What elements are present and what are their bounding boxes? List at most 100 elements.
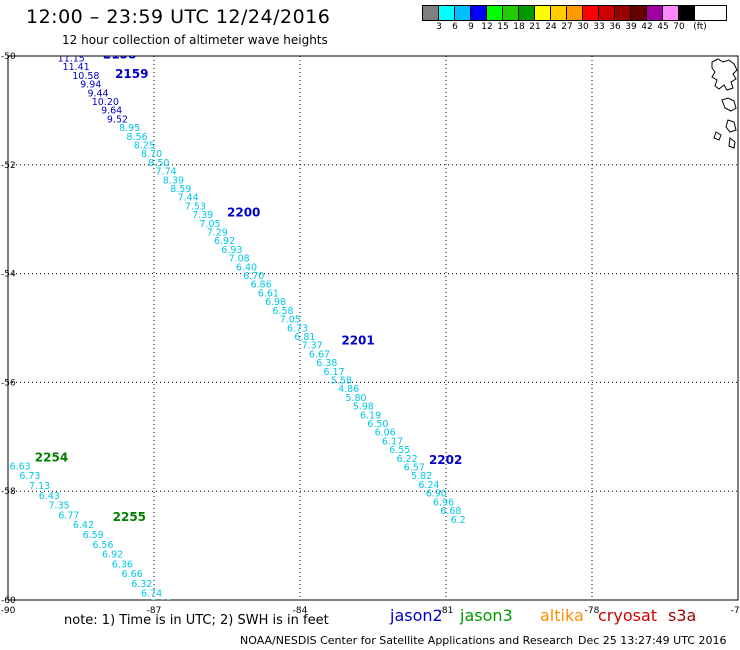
wave-height-value: 8.39 [163, 175, 184, 186]
wave-height-value: 6.68 [440, 506, 461, 517]
note-text: note: 1) Time is in UTC; 2) SWH is in fe… [64, 613, 329, 628]
wave-height-value: 8.50 [148, 158, 169, 169]
wave-height-value: 7.29 [207, 228, 228, 239]
colorbar-swatch [583, 6, 599, 20]
legend-item-jason2: jason2 [390, 606, 443, 625]
wave-height-value: 6.56 [92, 540, 113, 551]
footer-credit: NOAA/NESDIS Center for Satellite Applica… [240, 634, 574, 647]
wave-height-value: 6.43 [39, 491, 60, 502]
legend-item-altika: altika [540, 606, 584, 625]
colorbar-swatch [423, 6, 439, 20]
colorbar-swatch [439, 6, 455, 20]
colorbar-label: 45 [657, 22, 669, 32]
wave-height-value: 11.41 [63, 62, 90, 73]
colorbar-label: 15 [497, 22, 509, 32]
colorbar-label: 70 [673, 22, 685, 32]
wave-height-value: 6.50 [367, 419, 388, 430]
map-frame [7, 55, 739, 601]
wave-height-value: 6.36 [112, 559, 133, 570]
wave-height-value: 7.35 [49, 501, 70, 512]
wave-height-value: 7.44 [177, 193, 198, 204]
wave-height-value: 7.37 [302, 341, 323, 352]
wave-height-value: 6.74 [141, 589, 162, 600]
wave-height-value: 6.98 [265, 297, 286, 308]
pass-time-label: 2201 [341, 333, 374, 347]
wave-height-value: 6.57 [404, 463, 425, 474]
wave-height-value: 6.22 [396, 454, 417, 465]
colorbar-label: 12 [481, 22, 493, 32]
wave-height-value: 7.05 [280, 315, 301, 326]
colorbar-label: 3 [436, 22, 442, 32]
wave-height-value: 7.53 [185, 201, 206, 212]
wave-height-value: 6.63 [10, 461, 31, 472]
colorbar-label: 24 [545, 22, 557, 32]
colorbar-swatch [679, 6, 695, 20]
wave-height-value: 9.64 [101, 106, 122, 117]
wave-height-value: 6.70 [243, 271, 264, 282]
wave-height-value: 5.58 [331, 375, 352, 386]
colorbar-label: 9 [468, 22, 474, 32]
colorbar-swatch [615, 6, 631, 20]
wave-height-value: 6.81 [294, 332, 315, 343]
colorbar-swatches [422, 5, 727, 21]
wave-height-value: 9.94 [80, 80, 101, 91]
colorbar-swatch [455, 6, 471, 20]
colorbar: 3 6 9 12 15 18 21 24 27 30 33 36 39 42 45 70 (ft) [422, 5, 727, 33]
wave-height-value: 7.08 [229, 254, 250, 265]
wave-height-value: 7.13 [29, 481, 50, 492]
lon-tick-label: -87 [147, 606, 162, 616]
legend-item-jason3: jason3 [460, 606, 513, 625]
wave-height-value: 5.82 [411, 471, 432, 482]
colorbar-label: 21 [529, 22, 541, 32]
colorbar-swatch [535, 6, 551, 20]
wave-height-value: 6.86 [250, 280, 271, 291]
wave-height-value: 8.59 [170, 184, 191, 195]
coastline [711, 58, 738, 149]
wave-height-value: 6.92 [102, 550, 123, 561]
wave-height-value: 6.61 [258, 288, 279, 299]
wave-height-value: 6.17 [382, 436, 403, 447]
lat-tick-label: -60 [1, 596, 16, 606]
wave-height-value: 6.32 [131, 579, 152, 590]
pass-time-label: 2200 [227, 205, 260, 219]
wave-height-value: 6.73 [19, 471, 40, 482]
legend-item-cryosat: cryosat [598, 606, 658, 625]
lon-tick-label: -90 [1, 606, 16, 616]
colorbar-label: 33 [593, 22, 605, 32]
colorbar-swatch [631, 6, 647, 20]
wave-height-value: 6.58 [272, 306, 293, 317]
page-title: 12:00 – 23:59 UTC 12/24/2016 [26, 6, 331, 28]
wave-height-value: 6.59 [83, 530, 104, 541]
footer-date: Dec 25 13:27:49 UTC 2016 [578, 634, 727, 647]
colorbar-unit: (ft) [693, 22, 707, 32]
colorbar-swatch [647, 6, 663, 20]
wave-height-value: 6.38 [316, 358, 337, 369]
wave-height-value: 10.20 [92, 97, 119, 108]
wave-height-value: 5.93 [151, 599, 172, 610]
lon-tick-label: -84 [293, 606, 308, 616]
wave-height-value: 7.39 [192, 210, 213, 221]
wave-height-value: 10.58 [72, 71, 99, 82]
wave-height-value: 9.44 [87, 88, 108, 99]
wave-height-value: 6.96 [433, 497, 454, 508]
wave-height-value: 4.86 [338, 384, 359, 395]
wave-height-value: 6.2 [451, 515, 466, 526]
wave-height-value: 8.56 [126, 132, 147, 143]
wave-height-value: 6.66 [122, 569, 143, 580]
colorbar-swatch [567, 6, 583, 20]
wave-height-value: 8.25 [134, 140, 155, 151]
lon-tick-label: -78 [585, 606, 600, 616]
wave-height-value: 6.11 [187, 628, 208, 639]
wave-height-value: 6.73 [287, 323, 308, 334]
colorbar-label: 39 [625, 22, 637, 32]
wave-height-value: 7.05 [199, 219, 220, 230]
wave-height-value: 6.92 [214, 236, 235, 247]
wave-height-value: 6.67 [309, 349, 330, 360]
legend-item-s3a: s3a [668, 606, 697, 625]
wave-height-value: 6.06 [375, 428, 396, 439]
wave-height-value: 6.23 [195, 636, 216, 647]
wave-height-value: 6.93 [221, 245, 242, 256]
colorbar-label: 6 [452, 22, 458, 32]
pass-time-label: 2202 [429, 453, 462, 467]
